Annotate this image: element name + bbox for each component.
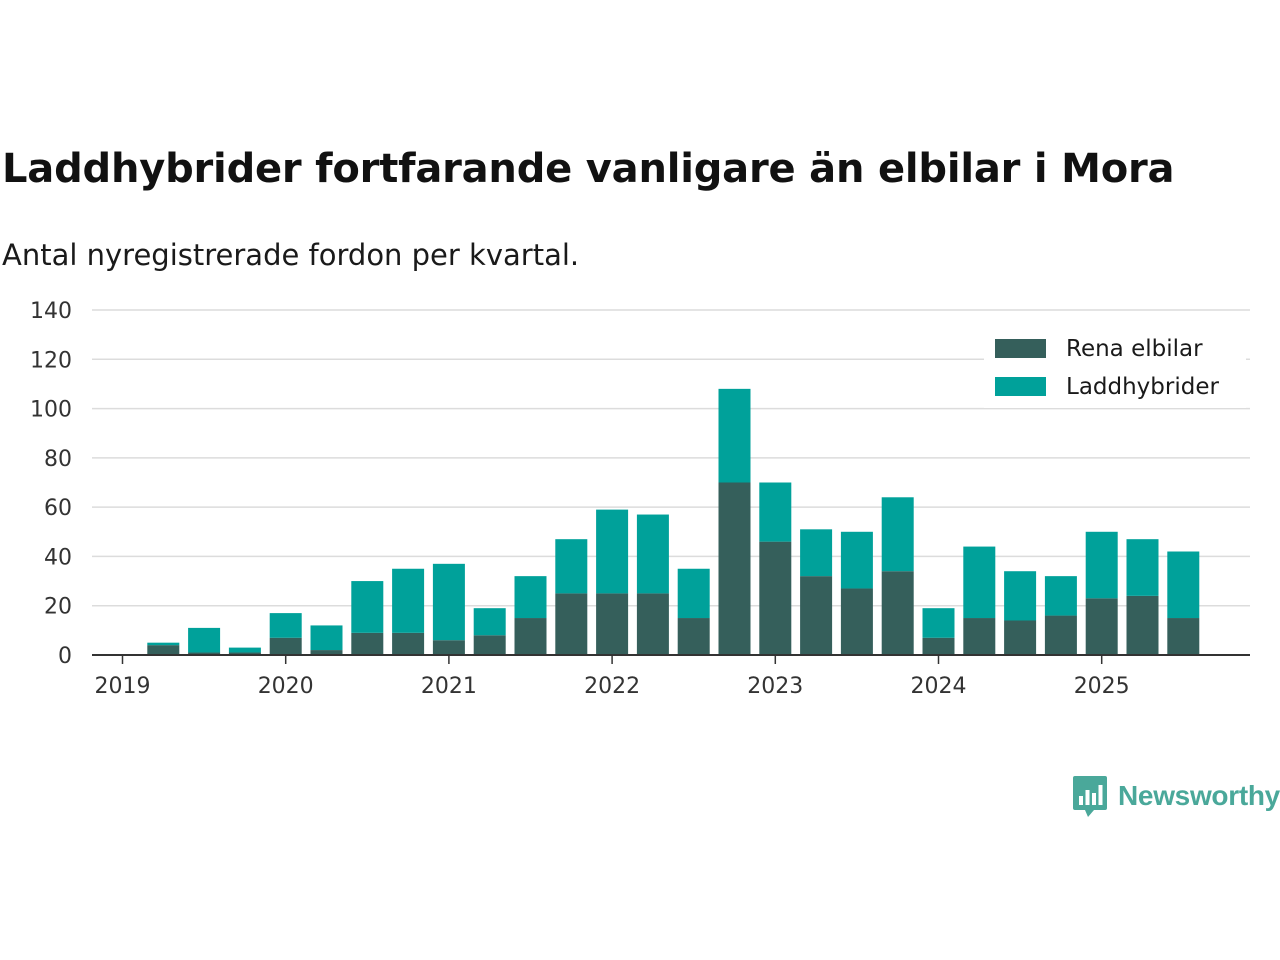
stacked-bar-chart: 0 20 40 60 80 100 120 140 2019 2020 2021 2022 2023 20… (30, 299, 1250, 699)
bar-chart-speech-bubble-icon (1073, 776, 1107, 817)
bar-laddhybrider (1126, 539, 1159, 596)
y-tick-label: 0 (58, 644, 72, 669)
bar-rena-elbilar (432, 640, 465, 655)
bar-laddhybrider (1044, 576, 1077, 616)
bar-rena-elbilar (1085, 598, 1118, 655)
bar-laddhybrider (269, 613, 302, 638)
bar-rena-elbilar (677, 618, 710, 655)
bar-laddhybrider (351, 581, 384, 633)
bar-rena-elbilar (840, 588, 873, 655)
x-tick-label: 2022 (584, 674, 640, 699)
bar-rena-elbilar (473, 635, 506, 655)
bar-laddhybrider (514, 576, 547, 619)
brand-name: Newsworthy (1118, 780, 1280, 811)
bar-rena-elbilar (759, 541, 792, 655)
bar-laddhybrider (636, 514, 669, 594)
y-tick-label: 120 (30, 348, 72, 373)
chart-title: Laddhybrider fortfarande vanligare än el… (2, 146, 1175, 192)
bar-laddhybrider (718, 388, 751, 483)
bar-laddhybrider (432, 563, 465, 641)
bar-laddhybrider (392, 568, 425, 633)
bar-rena-elbilar (922, 637, 955, 655)
y-tick-label: 80 (44, 447, 72, 472)
y-tick-label: 140 (30, 299, 72, 324)
bar-rena-elbilar (1004, 620, 1037, 655)
bar-laddhybrider (147, 642, 180, 646)
newsworthy-logo: Newsworthy (1072, 774, 1280, 818)
legend-swatch (995, 377, 1046, 396)
y-tick-label: 40 (44, 545, 72, 570)
x-tick-label: 2023 (747, 674, 803, 699)
bar-rena-elbilar (351, 632, 384, 655)
bar-rena-elbilar (269, 637, 302, 655)
x-tick-label: 2021 (421, 674, 477, 699)
bar-laddhybrider (228, 647, 261, 653)
bar-laddhybrider (881, 497, 914, 572)
bar-rena-elbilar (188, 652, 221, 655)
legend-swatch (995, 339, 1046, 358)
legend: Rena elbilar Laddhybrider (984, 330, 1246, 408)
y-tick-label: 20 (44, 595, 72, 620)
x-tick-label: 2024 (911, 674, 967, 699)
bar-laddhybrider (922, 608, 955, 638)
bar-laddhybrider (840, 531, 873, 589)
bar-laddhybrider (759, 482, 792, 542)
bar-rena-elbilar (1126, 595, 1159, 655)
x-tick-label: 2019 (95, 674, 151, 699)
bar-rena-elbilar (310, 650, 343, 655)
bar-rena-elbilar (147, 645, 180, 655)
bar-rena-elbilar (392, 632, 425, 655)
legend-label: Laddhybrider (1066, 374, 1219, 400)
bar-rena-elbilar (800, 576, 833, 655)
bar-laddhybrider (1167, 551, 1200, 619)
bar-rena-elbilar (514, 618, 547, 655)
bar-laddhybrider (310, 625, 343, 651)
legend-label: Rena elbilar (1066, 336, 1203, 362)
bar-laddhybrider (596, 509, 629, 594)
bar-rena-elbilar (636, 593, 669, 655)
bar-laddhybrider (677, 568, 710, 619)
bar-rena-elbilar (596, 593, 629, 655)
bar-rena-elbilar (718, 482, 751, 655)
bar-laddhybrider (473, 608, 506, 636)
bar-rena-elbilar (1044, 615, 1077, 655)
chart-subtitle: Antal nyregistrerade fordon per kvartal. (2, 238, 580, 272)
x-tick-label: 2025 (1074, 674, 1130, 699)
bar-rena-elbilar (881, 571, 914, 655)
bar-rena-elbilar (963, 618, 996, 655)
bar-laddhybrider (1004, 571, 1037, 621)
bar-rena-elbilar (1167, 618, 1200, 655)
bar-laddhybrider (800, 529, 833, 577)
bar-laddhybrider (1085, 531, 1118, 599)
bar-rena-elbilar (555, 593, 588, 655)
y-tick-label: 100 (30, 398, 72, 423)
bar-laddhybrider (963, 546, 996, 619)
bar-laddhybrider (188, 627, 221, 653)
bar-laddhybrider (555, 539, 588, 594)
axes: 0 20 40 60 80 100 120 140 2019 2020 2021 2022 2023 20… (30, 299, 1250, 699)
bars (147, 388, 1200, 655)
x-tick-label: 2020 (258, 674, 314, 699)
y-tick-label: 60 (44, 496, 72, 521)
bar-rena-elbilar (228, 652, 261, 655)
